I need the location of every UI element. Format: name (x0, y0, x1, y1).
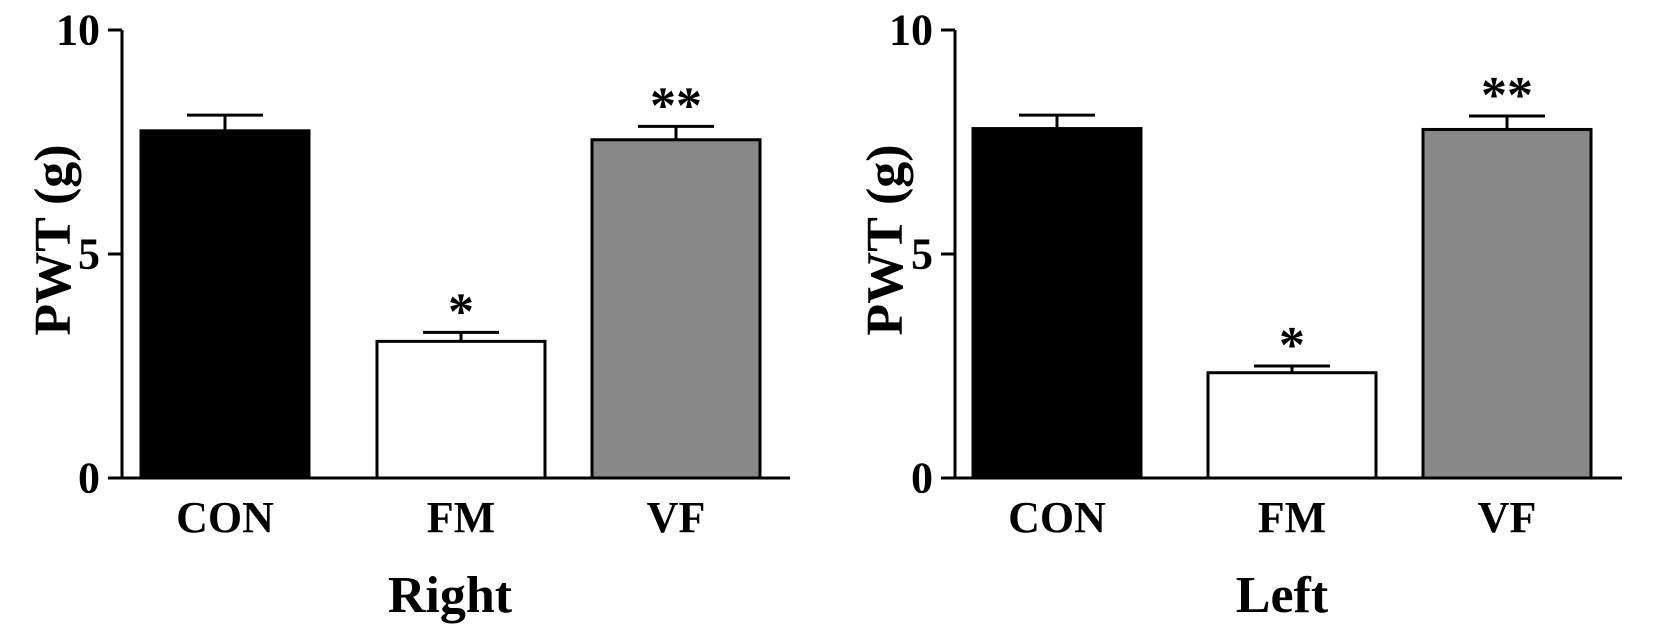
category-labels: CON FM VF (1008, 493, 1536, 542)
y-tick-label: 5 (911, 230, 933, 279)
y-tick-label: 10 (889, 6, 933, 55)
x-axis-title: Right (388, 567, 513, 624)
bar-con (139, 129, 311, 480)
significance-marker: ** (650, 77, 702, 134)
y-axis: 0 5 10 (56, 6, 124, 503)
bars: *** (971, 67, 1593, 480)
bars: *** (139, 77, 762, 480)
category-labels: CON FM VF (176, 493, 705, 542)
bar-vf (1421, 127, 1593, 480)
category-label: VF (1478, 493, 1537, 542)
significance-marker: ** (1481, 67, 1533, 124)
y-tick-label: 5 (78, 230, 100, 279)
bar-fm (1206, 371, 1378, 480)
significance-marker: * (1279, 317, 1305, 374)
category-label: CON (1008, 493, 1106, 542)
category-label: CON (176, 493, 274, 542)
category-label: FM (1258, 493, 1326, 542)
x-axis-title: Left (1236, 567, 1329, 624)
y-tick-label: 10 (56, 6, 100, 55)
y-tick-label: 0 (911, 454, 933, 503)
bar-fm (375, 339, 547, 480)
bar-vf (590, 138, 762, 480)
y-axis-title: PWT (g) (857, 144, 914, 335)
y-axis: 0 5 10 (889, 6, 957, 503)
category-label: FM (427, 493, 495, 542)
y-tick-label: 0 (78, 454, 100, 503)
bar-con (971, 127, 1143, 480)
y-axis-title: PWT (g) (25, 144, 82, 335)
category-label: VF (647, 493, 706, 542)
significance-marker: * (448, 283, 474, 340)
